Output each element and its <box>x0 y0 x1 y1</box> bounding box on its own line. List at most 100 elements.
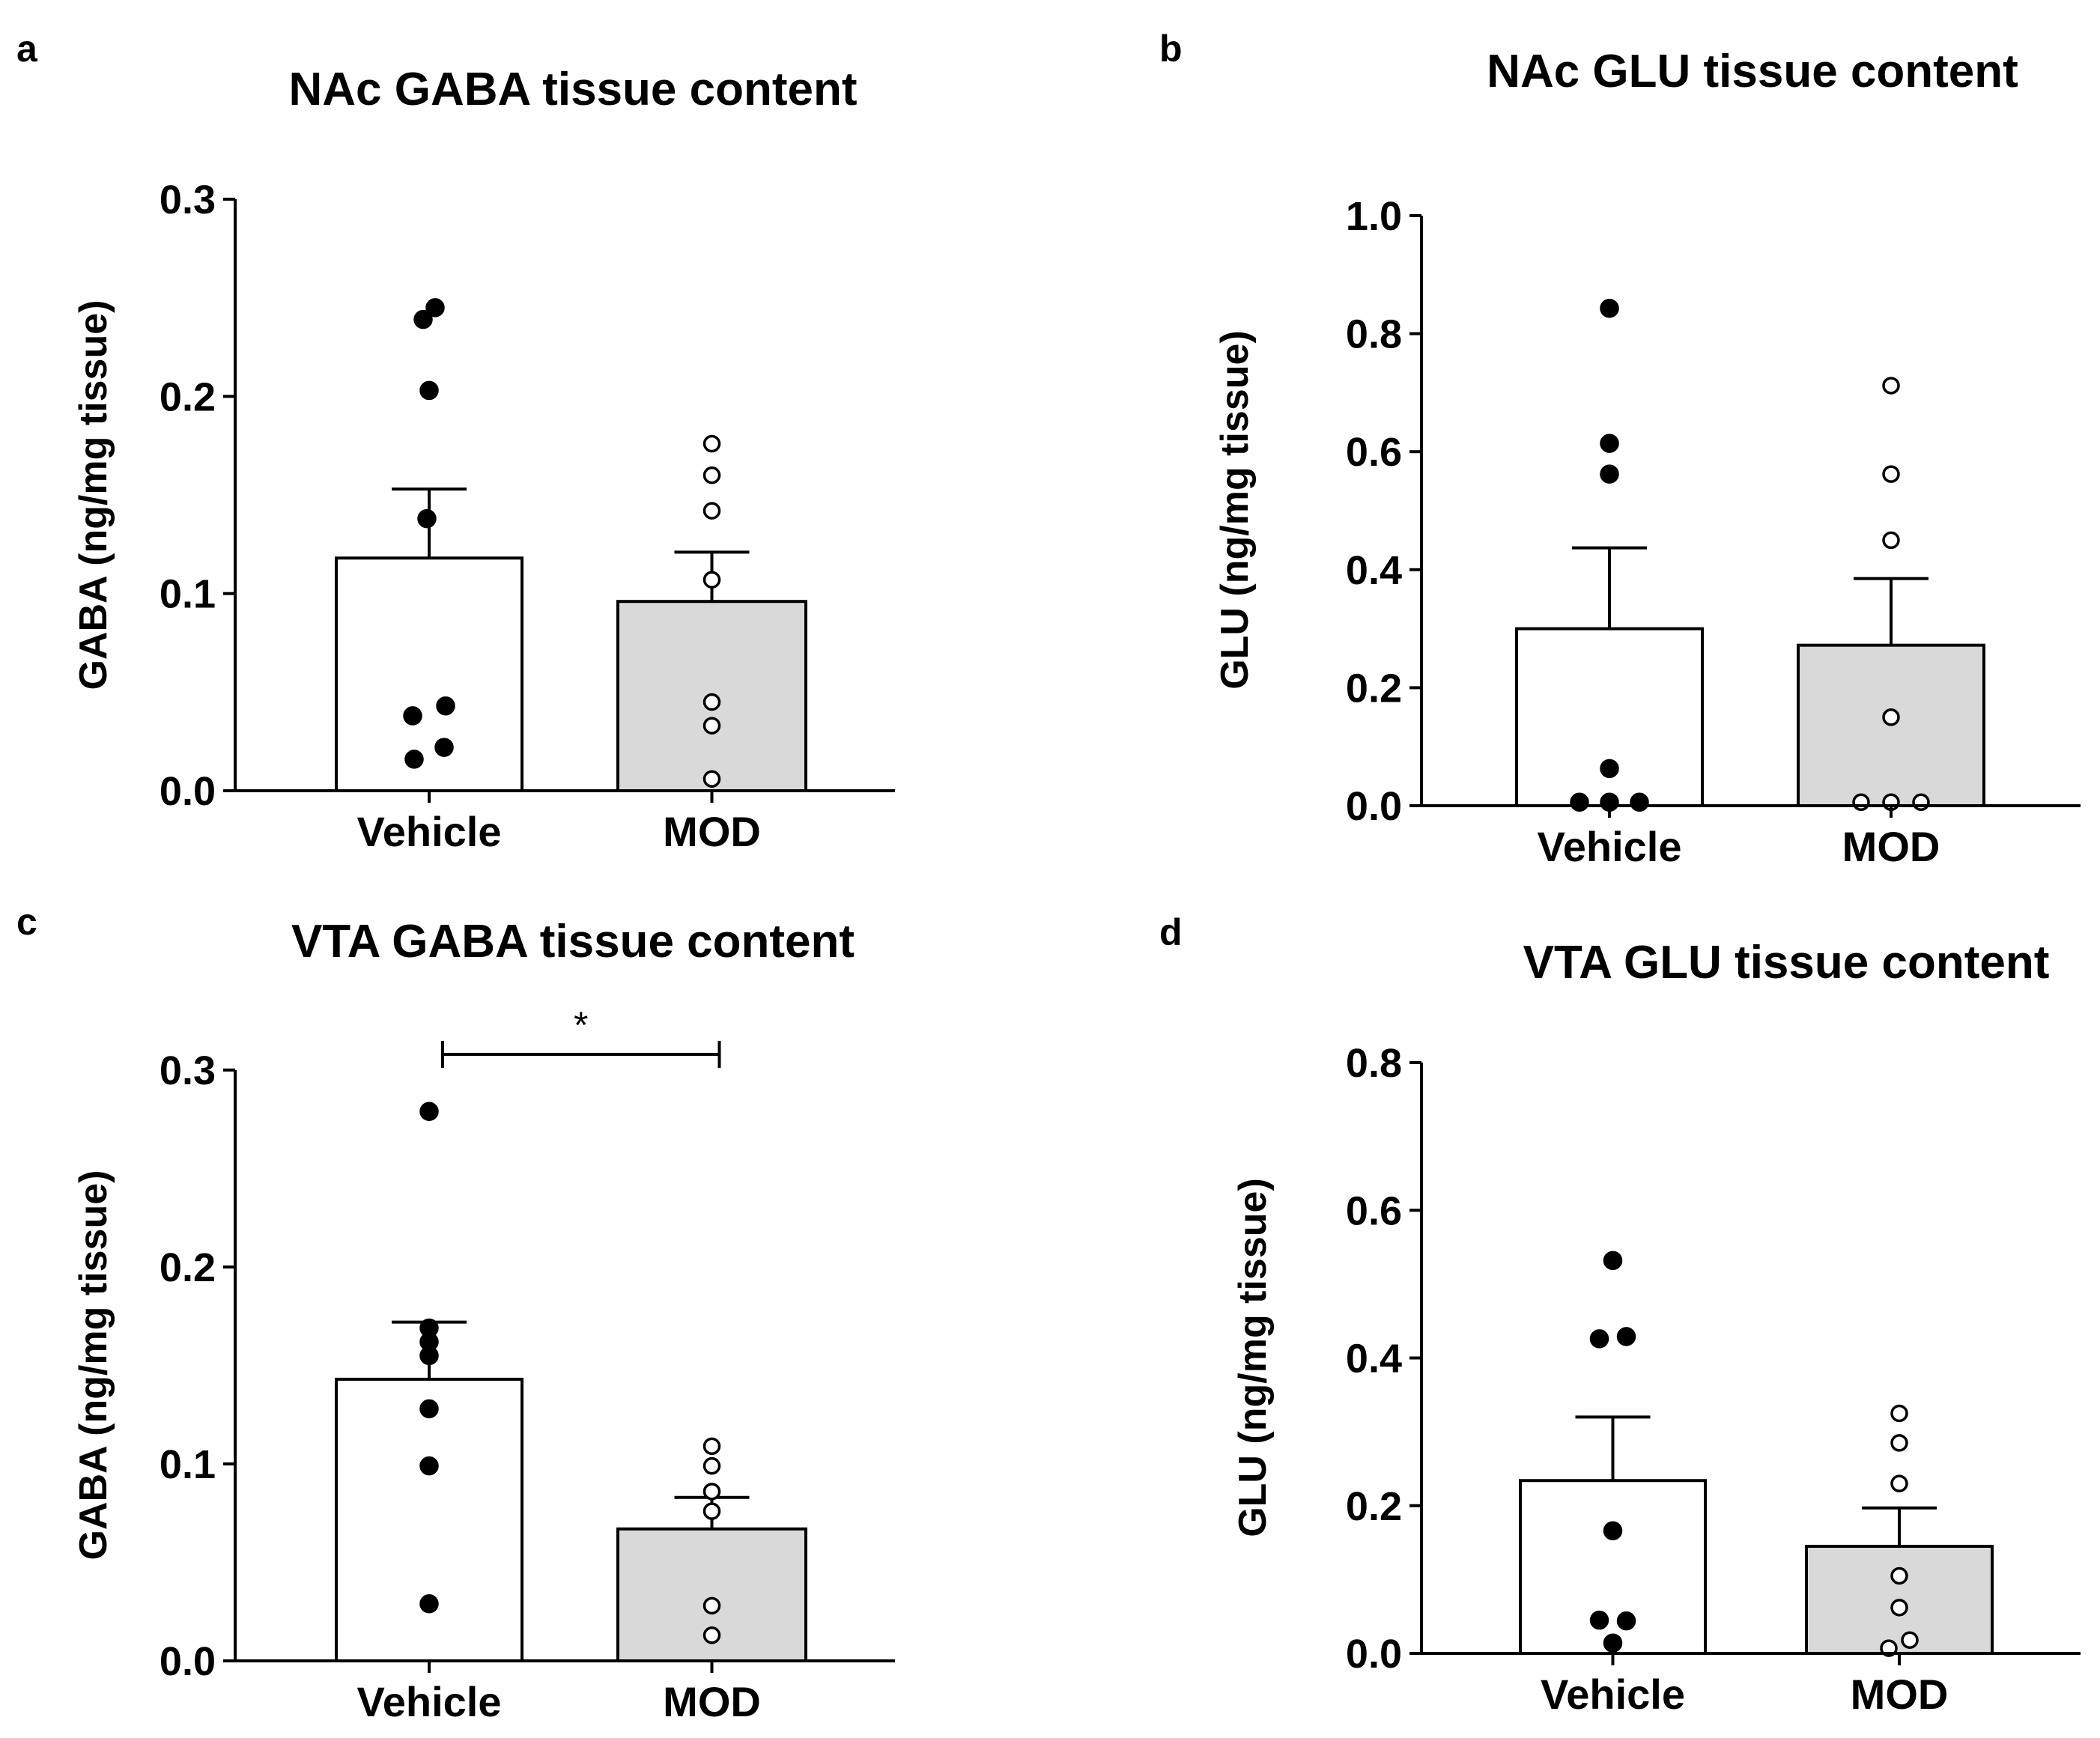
x-tick-label: Vehicle <box>1541 1671 1685 1718</box>
x-tick-label: Vehicle <box>1537 823 1681 870</box>
x-tick-label: MOD <box>1851 1671 1949 1718</box>
data-point-1-2 <box>1882 531 1900 550</box>
y-tick-label: 0.2 <box>1346 1484 1402 1529</box>
bar-1 <box>1805 1544 1994 1655</box>
data-point-0-0 <box>1603 1251 1623 1271</box>
data-point-1-4 <box>1852 793 1870 812</box>
data-point-1-2 <box>702 502 721 520</box>
panel-letter: b <box>1159 28 1183 70</box>
data-point-0-4 <box>403 706 422 726</box>
data-point-0-6 <box>419 1593 439 1614</box>
chart-title: NAc GABA tissue content <box>288 64 857 115</box>
data-point-1-3 <box>1882 708 1900 726</box>
chart-title: VTA GLU tissue content <box>1523 937 2050 988</box>
y-axis-label: GLU (ng/mg tissue) <box>1231 1178 1275 1537</box>
bar-0 <box>335 1377 524 1663</box>
data-point-0-3 <box>1600 759 1619 779</box>
y-tick-label: 0.4 <box>1346 1337 1402 1382</box>
x-tick-label: Vehicle <box>356 808 501 855</box>
y-tick-label: 0.2 <box>1346 666 1402 711</box>
y-tick-label: 0.6 <box>1346 1188 1402 1233</box>
data-point-0-0 <box>419 1102 439 1121</box>
data-point-0-5 <box>419 1456 439 1476</box>
data-point-1-5 <box>702 1626 721 1644</box>
data-point-1-0 <box>702 1437 721 1456</box>
panel-letter: a <box>16 28 38 70</box>
y-axis-label: GLU (ng/mg tissue) <box>1213 330 1257 690</box>
data-point-0-3 <box>1603 1521 1623 1541</box>
data-point-0-0 <box>413 309 433 329</box>
data-point-1-1 <box>702 466 721 484</box>
x-tick-label: MOD <box>663 1678 761 1725</box>
chart-title: VTA GABA tissue content <box>291 916 855 967</box>
data-point-1-4 <box>702 693 721 711</box>
data-point-1-5 <box>702 717 721 735</box>
data-point-1-2 <box>702 1483 721 1501</box>
y-tick-label: 0.0 <box>160 769 216 814</box>
data-point-0-2 <box>1600 464 1619 484</box>
y-tick-label: 0.1 <box>160 572 216 617</box>
data-point-0-5 <box>436 696 455 716</box>
data-point-0-6 <box>1630 792 1649 812</box>
y-tick-label: 0.0 <box>1346 1632 1402 1677</box>
data-point-1-0 <box>702 434 721 453</box>
data-point-1-6 <box>702 770 721 788</box>
data-point-0-1 <box>1600 434 1619 453</box>
data-point-1-6 <box>1912 793 1930 812</box>
data-point-1-4 <box>1890 1599 1908 1617</box>
data-point-0-5 <box>1616 1611 1636 1631</box>
x-tick-label: MOD <box>1842 823 1940 870</box>
data-point-0-0 <box>1600 298 1619 318</box>
y-axis-label: GABA (ng/mg tissue) <box>72 1170 115 1561</box>
panel-letter: c <box>16 901 37 943</box>
chart-title: NAc GLU tissue content <box>1487 46 2018 97</box>
panel-a: a NAc GABA tissue content GABA (ng/mg tiss… <box>16 28 895 855</box>
y-tick-label: 0.3 <box>160 177 216 222</box>
data-point-0-6 <box>434 738 454 757</box>
data-point-0-7 <box>404 750 424 769</box>
y-tick-label: 0.8 <box>1346 1041 1402 1086</box>
data-point-1-0 <box>1882 377 1900 395</box>
data-point-0-3 <box>417 508 437 529</box>
data-point-0-1 <box>1589 1329 1609 1349</box>
data-point-0-2 <box>1616 1327 1636 1346</box>
data-point-1-0 <box>1890 1404 1908 1423</box>
data-point-1-3 <box>702 1502 721 1520</box>
y-tick-label: 0.2 <box>160 374 216 419</box>
panel-letter: d <box>1159 911 1183 953</box>
y-tick-label: 0.0 <box>160 1639 216 1684</box>
data-point-0-4 <box>1589 1610 1609 1630</box>
data-point-1-1 <box>702 1456 721 1475</box>
data-point-1-6 <box>1901 1631 1919 1649</box>
data-point-0-2 <box>419 380 439 401</box>
data-point-1-4 <box>702 1596 721 1615</box>
data-point-0-1 <box>425 298 445 317</box>
data-point-1-1 <box>1890 1434 1908 1452</box>
y-tick-label: 0.4 <box>1346 548 1402 593</box>
data-point-0-3 <box>419 1346 439 1366</box>
y-tick-label: 1.0 <box>1346 194 1402 239</box>
data-point-1-2 <box>1890 1474 1908 1492</box>
data-point-1-3 <box>1890 1567 1908 1585</box>
y-tick-label: 0.3 <box>160 1048 216 1093</box>
data-point-0-4 <box>419 1399 439 1419</box>
data-point-1-3 <box>702 571 721 589</box>
bar-0 <box>1515 627 1704 807</box>
y-tick-label: 0.6 <box>1346 430 1402 475</box>
data-point-0-6 <box>1603 1633 1623 1653</box>
panel-d: d VTA GLU tissue content GLU (ng/mg tissue… <box>1159 911 2081 1718</box>
data-point-0-4 <box>1570 792 1589 812</box>
x-tick-label: Vehicle <box>356 1678 501 1725</box>
bar-0 <box>1519 1479 1707 1656</box>
bar-0 <box>335 556 524 792</box>
y-tick-label: 0.2 <box>160 1245 216 1290</box>
x-tick-label: MOD <box>663 808 761 855</box>
data-point-1-1 <box>1882 465 1900 483</box>
panel-c: c VTA GABA tissue content GABA (ng/mg tiss… <box>16 901 895 1725</box>
y-tick-label: 0.0 <box>1346 784 1402 829</box>
y-tick-label: 0.8 <box>1346 312 1402 357</box>
panel-b: b NAc GLU tissue content GLU (ng/mg tissue… <box>1159 28 2081 870</box>
significance-label: * <box>574 1004 588 1046</box>
y-tick-label: 0.1 <box>160 1442 216 1487</box>
